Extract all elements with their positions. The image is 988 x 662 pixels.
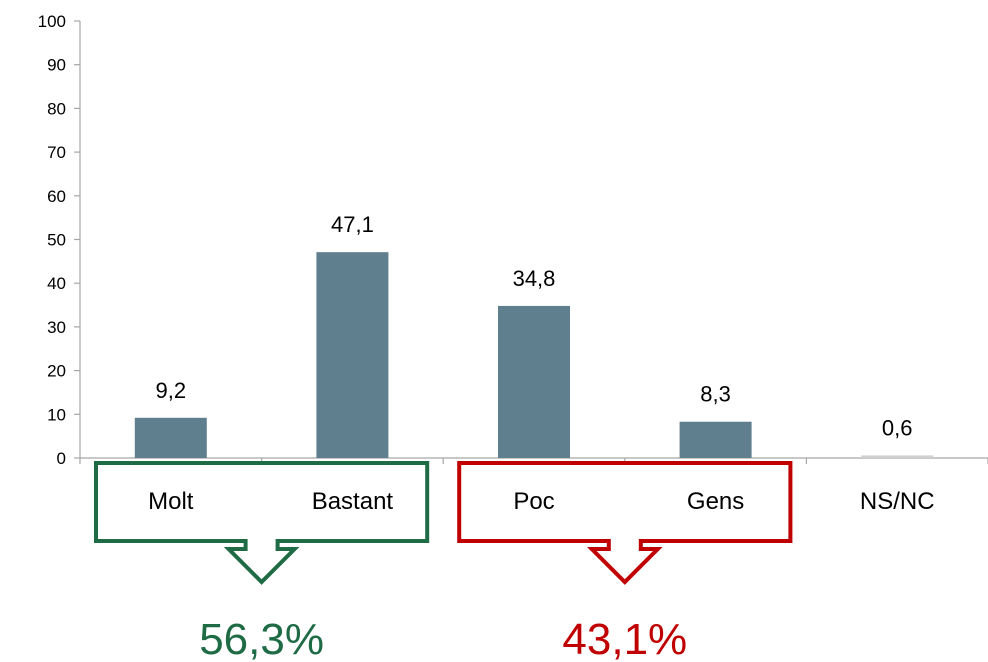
y-axis: 0 10 20 30 40 50 60 70 80 90 100: [38, 12, 81, 468]
y-tick-label: 70: [47, 143, 66, 162]
y-tick-label: 50: [47, 231, 66, 250]
group-bracket: [457, 461, 793, 585]
bar: [679, 421, 752, 458]
y-tick-label: 20: [47, 362, 66, 381]
category-label: NS/NC: [860, 488, 935, 515]
data-label: 9,2: [156, 378, 187, 403]
category-labels: Molt Bastant Poc Gens NS/NC: [148, 488, 934, 515]
category-label: Bastant: [312, 488, 394, 515]
bar: [134, 417, 207, 458]
y-tick-label: 0: [57, 449, 66, 468]
group-bracket: [94, 461, 430, 585]
group-total-label: 43,1%: [562, 615, 687, 662]
y-tick-label: 80: [47, 99, 66, 118]
data-labels: 9,2 47,1 34,8 8,3 0,6: [156, 212, 913, 440]
category-label: Molt: [148, 488, 194, 515]
category-label: Gens: [687, 488, 744, 515]
bar: [316, 252, 389, 458]
y-tick-label: 30: [47, 318, 66, 337]
y-tick-label: 40: [47, 274, 66, 293]
y-tick-label: 10: [47, 405, 66, 424]
data-label: 34,8: [513, 266, 556, 291]
category-label: Poc: [513, 488, 554, 515]
data-label: 47,1: [331, 212, 374, 237]
group-brackets: 56,3% 43,1%: [94, 461, 793, 662]
y-tick-label: 90: [47, 56, 66, 75]
bar: [861, 455, 934, 458]
bars: [134, 252, 934, 458]
data-label: 0,6: [882, 415, 913, 440]
bar: [498, 305, 570, 458]
data-label: 8,3: [700, 382, 731, 407]
y-tick-label: 100: [38, 12, 66, 31]
group-total-label: 56,3%: [199, 615, 324, 662]
y-tick-label: 60: [47, 187, 66, 206]
